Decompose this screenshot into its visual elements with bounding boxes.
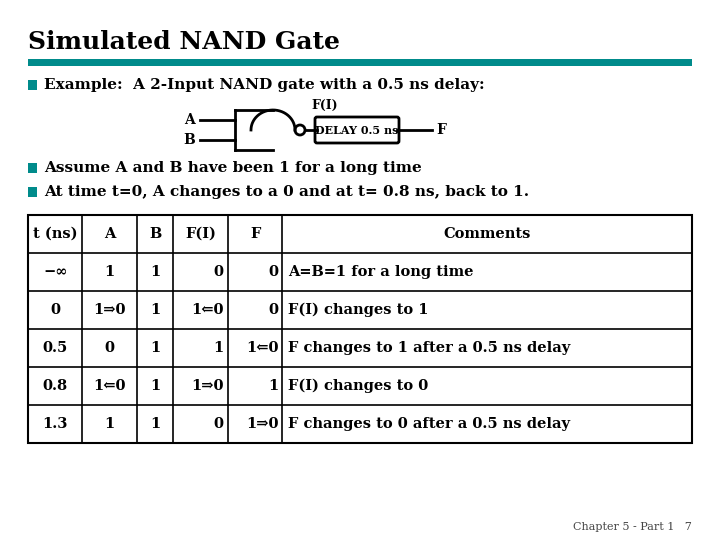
Text: Assume A and B have been 1 for a long time: Assume A and B have been 1 for a long ti…: [44, 161, 422, 175]
Text: 1: 1: [150, 265, 161, 279]
FancyBboxPatch shape: [315, 117, 399, 143]
Text: A=B=1 for a long time: A=B=1 for a long time: [288, 265, 474, 279]
Text: 0: 0: [269, 303, 279, 317]
Text: t (ns): t (ns): [33, 227, 78, 241]
Text: F: F: [250, 227, 260, 241]
Text: 1: 1: [104, 417, 114, 431]
Text: 1: 1: [150, 417, 161, 431]
Text: 1: 1: [214, 341, 224, 355]
Circle shape: [295, 125, 305, 135]
Text: 1: 1: [268, 379, 279, 393]
Text: 0.5: 0.5: [42, 341, 68, 355]
Text: 1: 1: [104, 265, 114, 279]
Text: F(I): F(I): [185, 227, 216, 241]
Text: −∞: −∞: [43, 265, 68, 279]
Text: 1⇒0: 1⇒0: [246, 417, 279, 431]
Text: At time t=0, A changes to a 0 and at t= 0.8 ns, back to 1.: At time t=0, A changes to a 0 and at t= …: [44, 185, 529, 199]
Text: 0: 0: [104, 341, 114, 355]
Text: 1.3: 1.3: [42, 417, 68, 431]
Text: 1⇐0: 1⇐0: [192, 303, 224, 317]
Text: F(I) changes to 0: F(I) changes to 0: [288, 379, 428, 393]
Text: F changes to 1 after a 0.5 ns delay: F changes to 1 after a 0.5 ns delay: [288, 341, 570, 355]
Text: 0: 0: [50, 303, 60, 317]
Bar: [28, 215, 692, 443]
Text: F(I) changes to 1: F(I) changes to 1: [288, 303, 429, 317]
Text: Simulated NAND Gate: Simulated NAND Gate: [28, 30, 340, 54]
Bar: [28, 59, 692, 66]
Text: 1⇒0: 1⇒0: [192, 379, 224, 393]
Text: 1⇐0: 1⇐0: [246, 341, 279, 355]
Text: F changes to 0 after a 0.5 ns delay: F changes to 0 after a 0.5 ns delay: [288, 417, 570, 431]
Text: 0: 0: [214, 265, 224, 279]
Text: B: B: [149, 227, 161, 241]
Text: F(I): F(I): [312, 99, 338, 112]
Text: 1: 1: [150, 341, 161, 355]
Text: 0: 0: [269, 265, 279, 279]
Text: F: F: [436, 123, 446, 137]
Text: DELAY 0.5 ns: DELAY 0.5 ns: [315, 125, 399, 136]
Bar: [28, 80, 37, 90]
Text: Chapter 5 - Part 1   7: Chapter 5 - Part 1 7: [573, 522, 692, 532]
Text: 0.8: 0.8: [42, 379, 68, 393]
Text: 1: 1: [150, 303, 161, 317]
Text: 1⇐0: 1⇐0: [94, 379, 126, 393]
Text: 1: 1: [150, 379, 161, 393]
Text: A: A: [104, 227, 115, 241]
Text: Example:  A 2-Input NAND gate with a 0.5 ns delay:: Example: A 2-Input NAND gate with a 0.5 …: [44, 78, 485, 92]
Text: A: A: [184, 113, 195, 127]
Text: 1⇒0: 1⇒0: [94, 303, 126, 317]
Bar: [28, 163, 37, 173]
Bar: [28, 187, 37, 197]
Text: Comments: Comments: [444, 227, 531, 241]
Text: 0: 0: [214, 417, 224, 431]
Text: B: B: [184, 133, 195, 147]
